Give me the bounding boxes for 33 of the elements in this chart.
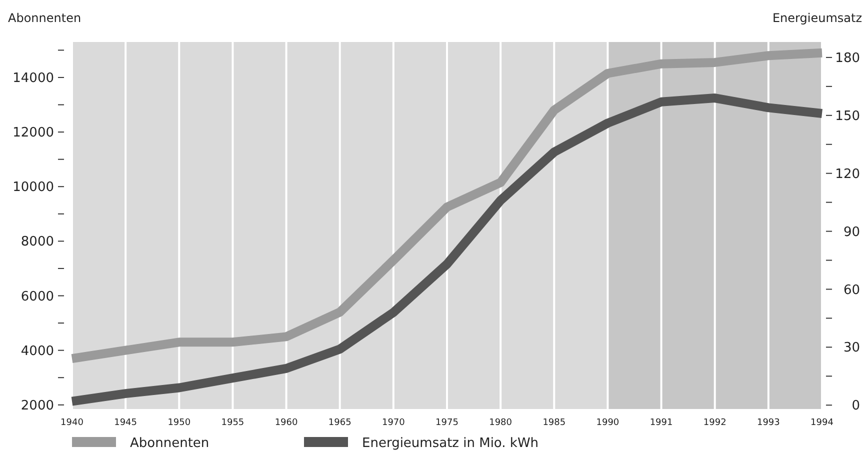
x-tick-label: 1940 [60, 418, 84, 428]
x-tick-label: 1990 [596, 418, 620, 428]
y-axis-title: Abonnenten [8, 11, 82, 25]
y-tick-label: 8000 [20, 234, 54, 250]
x-tick-label: 1985 [542, 418, 566, 428]
x-tick-label: 1945 [114, 418, 138, 428]
x-tick-label: 1991 [650, 418, 673, 428]
y2-axis-title: Energieumsatz [772, 11, 862, 25]
y-tick-label: 14000 [12, 71, 54, 86]
y2-tick-label: 0 [852, 398, 860, 414]
y-tick-label: 2000 [20, 398, 54, 414]
x-tick-label: 1980 [489, 418, 512, 428]
y2-tick-label: 120 [835, 166, 860, 182]
y2-tick-label: 90 [843, 224, 860, 240]
x-tick-label: 1950 [168, 418, 191, 428]
y2-tick-label: 60 [843, 282, 860, 298]
y2-tick-label: 180 [835, 51, 860, 66]
legend-label: Abonnenten [130, 436, 210, 451]
x-tick-label: 1994 [810, 418, 834, 428]
y-tick-label: 10000 [12, 180, 54, 196]
x-tick-label: 1960 [274, 418, 298, 428]
x-tick-label: 1975 [436, 418, 458, 428]
x-tick-label: 1970 [382, 418, 406, 428]
x-tick-label: 1965 [328, 418, 352, 428]
legend-label: Energieumsatz in Mio. kWh [362, 436, 539, 451]
y-tick-label: 12000 [12, 126, 54, 141]
x-tick-label: 1992 [703, 418, 726, 428]
x-tick-label: 1993 [756, 418, 780, 428]
x-tick-label: 1955 [221, 418, 244, 428]
y2-tick-label: 150 [835, 108, 860, 124]
y-tick-label: 6000 [20, 289, 54, 304]
y-tick-label: 4000 [20, 344, 54, 359]
y2-tick-label: 30 [843, 340, 860, 356]
